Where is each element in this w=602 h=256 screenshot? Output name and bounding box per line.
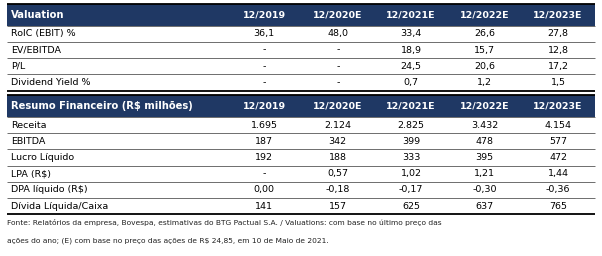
Text: -: - <box>262 78 266 87</box>
Text: P/L: P/L <box>11 62 25 71</box>
Text: 0,7: 0,7 <box>404 78 418 87</box>
Text: -0,18: -0,18 <box>326 185 350 194</box>
Text: 1,02: 1,02 <box>401 169 421 178</box>
Text: 20,6: 20,6 <box>474 62 495 71</box>
Text: 0,57: 0,57 <box>327 169 348 178</box>
Text: DPA líquido (R$): DPA líquido (R$) <box>11 185 87 194</box>
Text: 1,2: 1,2 <box>477 78 492 87</box>
Text: -: - <box>336 46 340 55</box>
Text: 12/2020E: 12/2020E <box>313 102 362 111</box>
Text: 577: 577 <box>549 137 567 146</box>
Text: LPA (R$): LPA (R$) <box>11 169 51 178</box>
Text: 472: 472 <box>549 153 567 162</box>
Text: 18,9: 18,9 <box>401 46 421 55</box>
Text: 395: 395 <box>476 153 494 162</box>
Text: -0,36: -0,36 <box>546 185 570 194</box>
Text: Lucro Líquido: Lucro Líquido <box>11 153 74 162</box>
Text: 12/2023E: 12/2023E <box>533 10 583 19</box>
Text: 478: 478 <box>476 137 494 146</box>
Bar <box>7 4 595 26</box>
Text: 192: 192 <box>255 153 273 162</box>
Text: 12/2022E: 12/2022E <box>460 102 509 111</box>
Text: Resumo Financeiro (R$ milhões): Resumo Financeiro (R$ milhões) <box>11 101 193 111</box>
Text: 188: 188 <box>329 153 347 162</box>
Text: 33,4: 33,4 <box>400 29 422 38</box>
Text: -: - <box>262 46 266 55</box>
Text: 157: 157 <box>329 201 347 211</box>
Text: 12/2023E: 12/2023E <box>533 102 583 111</box>
Text: EV/EBITDA: EV/EBITDA <box>11 46 61 55</box>
Text: 1,44: 1,44 <box>548 169 568 178</box>
Text: 2.825: 2.825 <box>398 121 424 130</box>
Text: 1.695: 1.695 <box>251 121 278 130</box>
Text: 342: 342 <box>329 137 347 146</box>
Text: 26,6: 26,6 <box>474 29 495 38</box>
Text: -: - <box>262 62 266 71</box>
Text: 1,21: 1,21 <box>474 169 495 178</box>
Text: 12/2019: 12/2019 <box>243 10 286 19</box>
Text: 12/2019: 12/2019 <box>243 102 286 111</box>
Text: ações do ano; (E) com base no preço das ações de R$ 24,85, em 10 de Maio de 2021: ações do ano; (E) com base no preço das … <box>7 238 329 244</box>
Text: EBITDA: EBITDA <box>11 137 45 146</box>
Text: 4.154: 4.154 <box>545 121 571 130</box>
Text: Fonte: Relatórios da empresa, Bovespa, estimativas do BTG Pactual S.A. / Valuati: Fonte: Relatórios da empresa, Bovespa, e… <box>7 219 442 226</box>
Bar <box>7 95 595 117</box>
Text: -: - <box>336 78 340 87</box>
Text: 24,5: 24,5 <box>401 62 421 71</box>
Text: -: - <box>336 62 340 71</box>
Text: -0,17: -0,17 <box>399 185 423 194</box>
Text: 12/2021E: 12/2021E <box>386 102 436 111</box>
Text: -0,30: -0,30 <box>473 185 497 194</box>
Text: 141: 141 <box>255 201 273 211</box>
Text: 12/2021E: 12/2021E <box>386 10 436 19</box>
Text: 3.432: 3.432 <box>471 121 498 130</box>
Text: RoIC (EBIT) %: RoIC (EBIT) % <box>11 29 75 38</box>
Text: 17,2: 17,2 <box>548 62 568 71</box>
Text: 15,7: 15,7 <box>474 46 495 55</box>
Text: 765: 765 <box>549 201 567 211</box>
Text: 36,1: 36,1 <box>253 29 275 38</box>
Text: 637: 637 <box>476 201 494 211</box>
Text: 12,8: 12,8 <box>548 46 568 55</box>
Text: 2.124: 2.124 <box>324 121 351 130</box>
Text: -: - <box>262 169 266 178</box>
Text: Receita: Receita <box>11 121 46 130</box>
Text: Dividend Yield %: Dividend Yield % <box>11 78 90 87</box>
Text: 12/2020E: 12/2020E <box>313 10 362 19</box>
Text: 625: 625 <box>402 201 420 211</box>
Text: 187: 187 <box>255 137 273 146</box>
Text: Valuation: Valuation <box>11 10 64 20</box>
Text: 399: 399 <box>402 137 420 146</box>
Text: 27,8: 27,8 <box>548 29 568 38</box>
Text: 48,0: 48,0 <box>327 29 348 38</box>
Text: 0,00: 0,00 <box>254 185 275 194</box>
Text: Dívida Líquida/Caixa: Dívida Líquida/Caixa <box>11 201 108 211</box>
Text: 333: 333 <box>402 153 420 162</box>
Text: 1,5: 1,5 <box>551 78 565 87</box>
Text: 12/2022E: 12/2022E <box>460 10 509 19</box>
